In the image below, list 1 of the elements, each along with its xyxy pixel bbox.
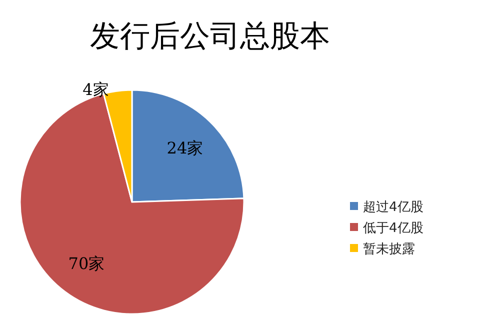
title: 发行后公司总股本 <box>90 19 330 54</box>
